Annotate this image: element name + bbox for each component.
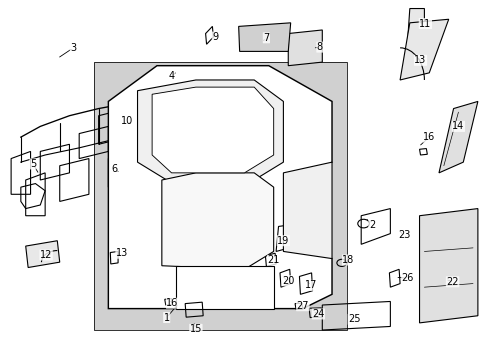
Text: 25: 25: [347, 314, 360, 324]
Polygon shape: [399, 19, 448, 80]
Text: 15: 15: [189, 324, 202, 334]
Text: 6: 6: [111, 164, 117, 174]
Polygon shape: [94, 62, 346, 330]
Polygon shape: [108, 66, 331, 309]
Text: 20: 20: [282, 276, 294, 286]
Text: 10: 10: [121, 116, 133, 126]
Text: 3: 3: [70, 43, 76, 53]
Polygon shape: [26, 241, 60, 267]
Text: 16: 16: [166, 298, 178, 308]
Text: 12: 12: [40, 250, 52, 260]
Text: 14: 14: [451, 121, 464, 131]
Polygon shape: [162, 173, 273, 269]
Text: 1: 1: [163, 312, 169, 323]
Polygon shape: [152, 87, 273, 173]
Text: 5: 5: [30, 159, 36, 169]
Polygon shape: [176, 266, 273, 309]
Polygon shape: [283, 162, 331, 258]
Polygon shape: [287, 30, 322, 66]
Text: 24: 24: [311, 309, 324, 319]
Text: 21: 21: [267, 255, 279, 265]
Text: 26: 26: [401, 273, 413, 283]
Text: 7: 7: [263, 33, 269, 43]
Text: 11: 11: [418, 18, 430, 28]
Text: 9: 9: [212, 32, 218, 42]
Text: 23: 23: [397, 230, 409, 240]
Text: 19: 19: [277, 236, 289, 246]
Text: 27: 27: [296, 301, 308, 311]
Text: 16: 16: [422, 132, 434, 142]
Text: 22: 22: [446, 277, 458, 287]
Polygon shape: [438, 102, 477, 173]
Polygon shape: [407, 9, 424, 44]
Text: 17: 17: [305, 280, 317, 291]
Polygon shape: [419, 208, 477, 323]
Text: 2: 2: [368, 220, 374, 230]
Text: 13: 13: [116, 248, 128, 258]
Text: 4: 4: [168, 71, 174, 81]
Polygon shape: [137, 80, 283, 180]
Text: 13: 13: [413, 55, 426, 65]
Text: 18: 18: [342, 255, 354, 265]
Polygon shape: [238, 23, 290, 51]
Text: 8: 8: [316, 42, 322, 52]
